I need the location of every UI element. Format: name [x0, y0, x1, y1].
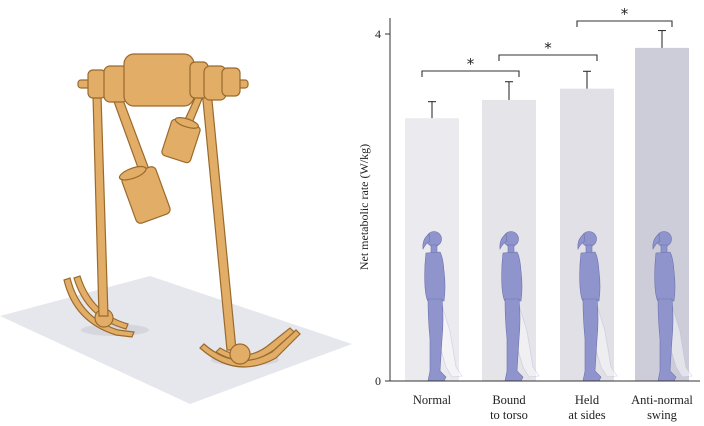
category-label: Anti-normal — [631, 393, 693, 407]
category-label-line2: to torso — [490, 408, 528, 422]
error-bars — [428, 29, 666, 119]
significance-bracket — [498, 54, 598, 61]
significance-bracket — [576, 20, 673, 27]
mechanism-illustration — [0, 53, 352, 404]
significance-star: * — [621, 5, 629, 23]
category-label: Held — [575, 393, 600, 407]
significance-brackets: * * * — [421, 5, 673, 77]
significance-star: * — [467, 55, 475, 73]
hip-axle — [77, 53, 249, 107]
category-label: Bound — [492, 393, 526, 407]
significance-bracket — [421, 70, 520, 77]
y-tick-label: 4 — [375, 27, 381, 41]
category-label: Normal — [413, 393, 452, 407]
category-label-line2: swing — [647, 408, 678, 422]
y-ticks: 04 — [375, 27, 390, 388]
floor-plane — [0, 276, 352, 404]
category-label-line2: at sides — [568, 408, 605, 422]
significance-star: * — [544, 39, 552, 57]
right-leg-assembly — [161, 89, 301, 368]
y-tick-label: 0 — [375, 374, 381, 388]
bar-chart: Net metabolic rate (W/kg) *** 04 Normal B… — [357, 5, 700, 422]
y-axis-title: Net metabolic rate (W/kg) — [357, 144, 371, 270]
